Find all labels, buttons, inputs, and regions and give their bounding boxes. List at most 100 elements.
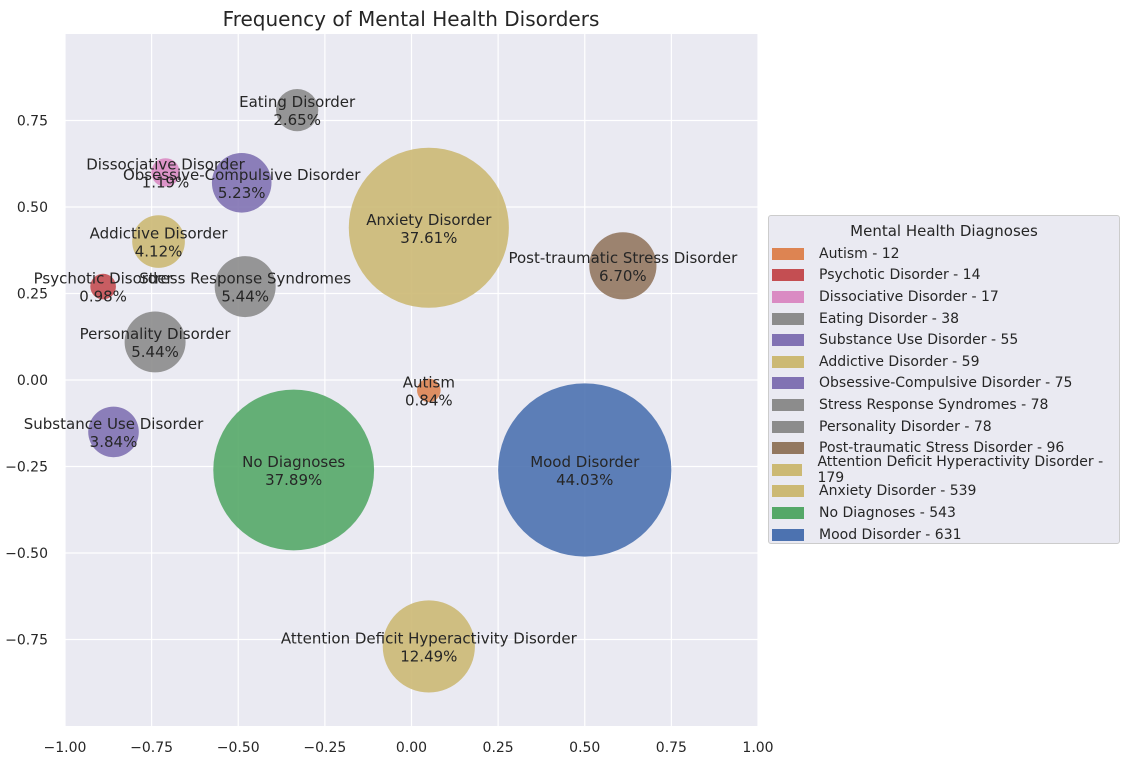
y-tick-label: −0.75: [5, 633, 48, 649]
bubble-stress-response-syndromes: [214, 256, 276, 318]
legend-item: Obsessive-Compulsive Disorder - 75: [769, 373, 1119, 395]
y-tick-label: −0.50: [5, 546, 48, 562]
legend-label: Dissociative Disorder - 17: [819, 288, 999, 305]
bubble-psychotic-disorder: [90, 273, 116, 300]
bubble-percent-label: 37.89%: [265, 471, 322, 489]
bubble-percent-label: 4.12%: [135, 243, 183, 261]
legend-item: Eating Disorder - 38: [769, 308, 1119, 330]
legend-list: Autism - 12 Psychotic Disorder - 14 Dissoc…: [769, 243, 1119, 545]
legend-swatch: [772, 312, 804, 325]
legend-label: Addictive Disorder - 59: [819, 353, 980, 370]
legend-swatch: [772, 247, 804, 260]
bubble-dissociative-disorder: [151, 158, 180, 187]
y-tick-label: 0.50: [17, 200, 48, 216]
bubble-name-label: Personality Disorder: [80, 325, 232, 343]
bubble-layer: [88, 88, 672, 693]
y-tick-label: 0.00: [17, 373, 48, 389]
legend-label: Obsessive-Compulsive Disorder - 75: [819, 375, 1073, 392]
x-tick-label: 0.50: [569, 740, 600, 756]
legend-label: Attention Deficit Hyperactivity Disorder…: [817, 453, 1104, 486]
legend-swatch: [772, 398, 804, 411]
y-tick-label: −0.25: [5, 460, 48, 476]
bubble-percent-label: 37.61%: [400, 229, 457, 247]
legend-swatch: [772, 355, 804, 368]
legend-item: Anxiety Disorder - 539: [769, 481, 1119, 503]
legend-item: Psychotic Disorder - 14: [769, 265, 1119, 287]
bubble-name-label: Autism: [403, 373, 455, 391]
legend-swatch: [772, 442, 804, 455]
x-tick-label: −0.25: [303, 740, 346, 756]
bubble-name-label: Anxiety Disorder: [366, 211, 492, 229]
bubble-percent-label: 2.65%: [273, 111, 321, 129]
bubble-autism: [417, 378, 441, 403]
bubble-mood-disorder: [498, 383, 672, 557]
legend-label: Eating Disorder - 38: [819, 310, 960, 327]
y-tick-label: 0.75: [17, 114, 48, 130]
bubble-name-label: Mood Disorder: [530, 453, 640, 471]
legend-item: Stress Response Syndromes - 78: [769, 394, 1119, 416]
legend-item: Dissociative Disorder - 17: [769, 286, 1119, 308]
x-tick-label: −1.00: [44, 740, 87, 756]
legend-label: Personality Disorder - 78: [819, 418, 992, 435]
y-tick-label: 0.25: [17, 287, 48, 303]
bubble-name-label: Psychotic Disorder: [34, 270, 174, 288]
legend-label: Psychotic Disorder - 14: [819, 267, 981, 284]
bubble-percent-label: 5.44%: [221, 288, 269, 306]
bubble-name-label: Addictive Disorder: [90, 225, 229, 243]
legend-item: No Diagnoses - 543: [769, 502, 1119, 524]
x-tick-label: 1.00: [742, 740, 773, 756]
legend-item: Personality Disorder - 78: [769, 416, 1119, 438]
legend-swatch: [772, 377, 804, 390]
bubble-percent-label: 44.03%: [556, 471, 613, 489]
bubble-name-label: Post-traumatic Stress Disorder: [508, 249, 738, 267]
bubble-name-label: Eating Disorder: [239, 93, 356, 111]
bubble-name-label: Stress Response Syndromes: [139, 270, 351, 288]
bubble-attention-deficit-hyperactivity-disorder: [382, 600, 475, 693]
bubble-percent-label: 0.84%: [405, 391, 453, 409]
legend-label: Stress Response Syndromes - 78: [819, 396, 1049, 413]
legend-swatch: [772, 463, 803, 476]
bubble-percent-label: 5.44%: [131, 343, 179, 361]
bubble-percent-label: 5.23%: [218, 184, 266, 202]
legend-item: Autism - 12: [769, 243, 1119, 265]
legend-swatch: [772, 506, 804, 519]
x-tick-label: 0.75: [656, 740, 687, 756]
legend-swatch: [772, 485, 804, 498]
bubble-name-label: No Diagnoses: [242, 453, 345, 471]
legend-label: Substance Use Disorder - 55: [819, 332, 1019, 349]
axis-ticks: −1.00 −0.75 −0.50 −0.25 0.00 0.25 0.50 0.75 1.00…: [5, 114, 773, 757]
bubble-percent-label: 12.49%: [400, 647, 457, 665]
legend-label: No Diagnoses - 543: [819, 504, 956, 521]
legend-label: Mood Disorder - 631: [819, 526, 962, 543]
bubble-name-label: Dissociative Disorder: [86, 155, 245, 173]
bubble-name-label: Attention Deficit Hyperactivity Disorder: [281, 629, 578, 647]
chart-title: Frequency of Mental Health Disorders: [223, 7, 600, 31]
bubble-obsessive-compulsive-disorder: [211, 152, 272, 213]
bubble-no-diagnoses: [213, 389, 375, 551]
bubble-percent-label: 1.19%: [142, 173, 190, 191]
legend-item: Attention Deficit Hyperactivity Disorder…: [769, 454, 1119, 486]
bubble-substance-use-disorder: [88, 406, 139, 458]
legend: Mental Health Diagnoses Autism - 12 Psych…: [768, 215, 1120, 544]
legend-label: Post-traumatic Stress Disorder - 96: [819, 440, 1065, 457]
x-tick-label: 0.25: [483, 740, 514, 756]
bubble-personality-disorder: [124, 311, 186, 373]
bubble-eating-disorder: [276, 88, 319, 132]
x-tick-label: 0.00: [396, 740, 427, 756]
legend-item: Mood Disorder - 631: [769, 524, 1119, 546]
legend-item: Addictive Disorder - 59: [769, 351, 1119, 373]
legend-label: Autism - 12: [819, 245, 900, 262]
bubble-percent-label: 0.98%: [79, 288, 127, 306]
legend-swatch: [772, 269, 804, 282]
x-tick-label: −0.75: [130, 740, 173, 756]
bubble-post-traumatic-stress-disorder: [589, 232, 657, 300]
bubble-percent-label: 3.84%: [90, 433, 138, 451]
x-tick-label: −0.50: [217, 740, 260, 756]
legend-title: Mental Health Diagnoses: [850, 222, 1038, 240]
legend-label: Anxiety Disorder - 539: [819, 483, 977, 500]
legend-item: Post-traumatic Stress Disorder - 96: [769, 437, 1119, 459]
legend-swatch: [772, 334, 804, 347]
legend-swatch: [772, 420, 804, 433]
